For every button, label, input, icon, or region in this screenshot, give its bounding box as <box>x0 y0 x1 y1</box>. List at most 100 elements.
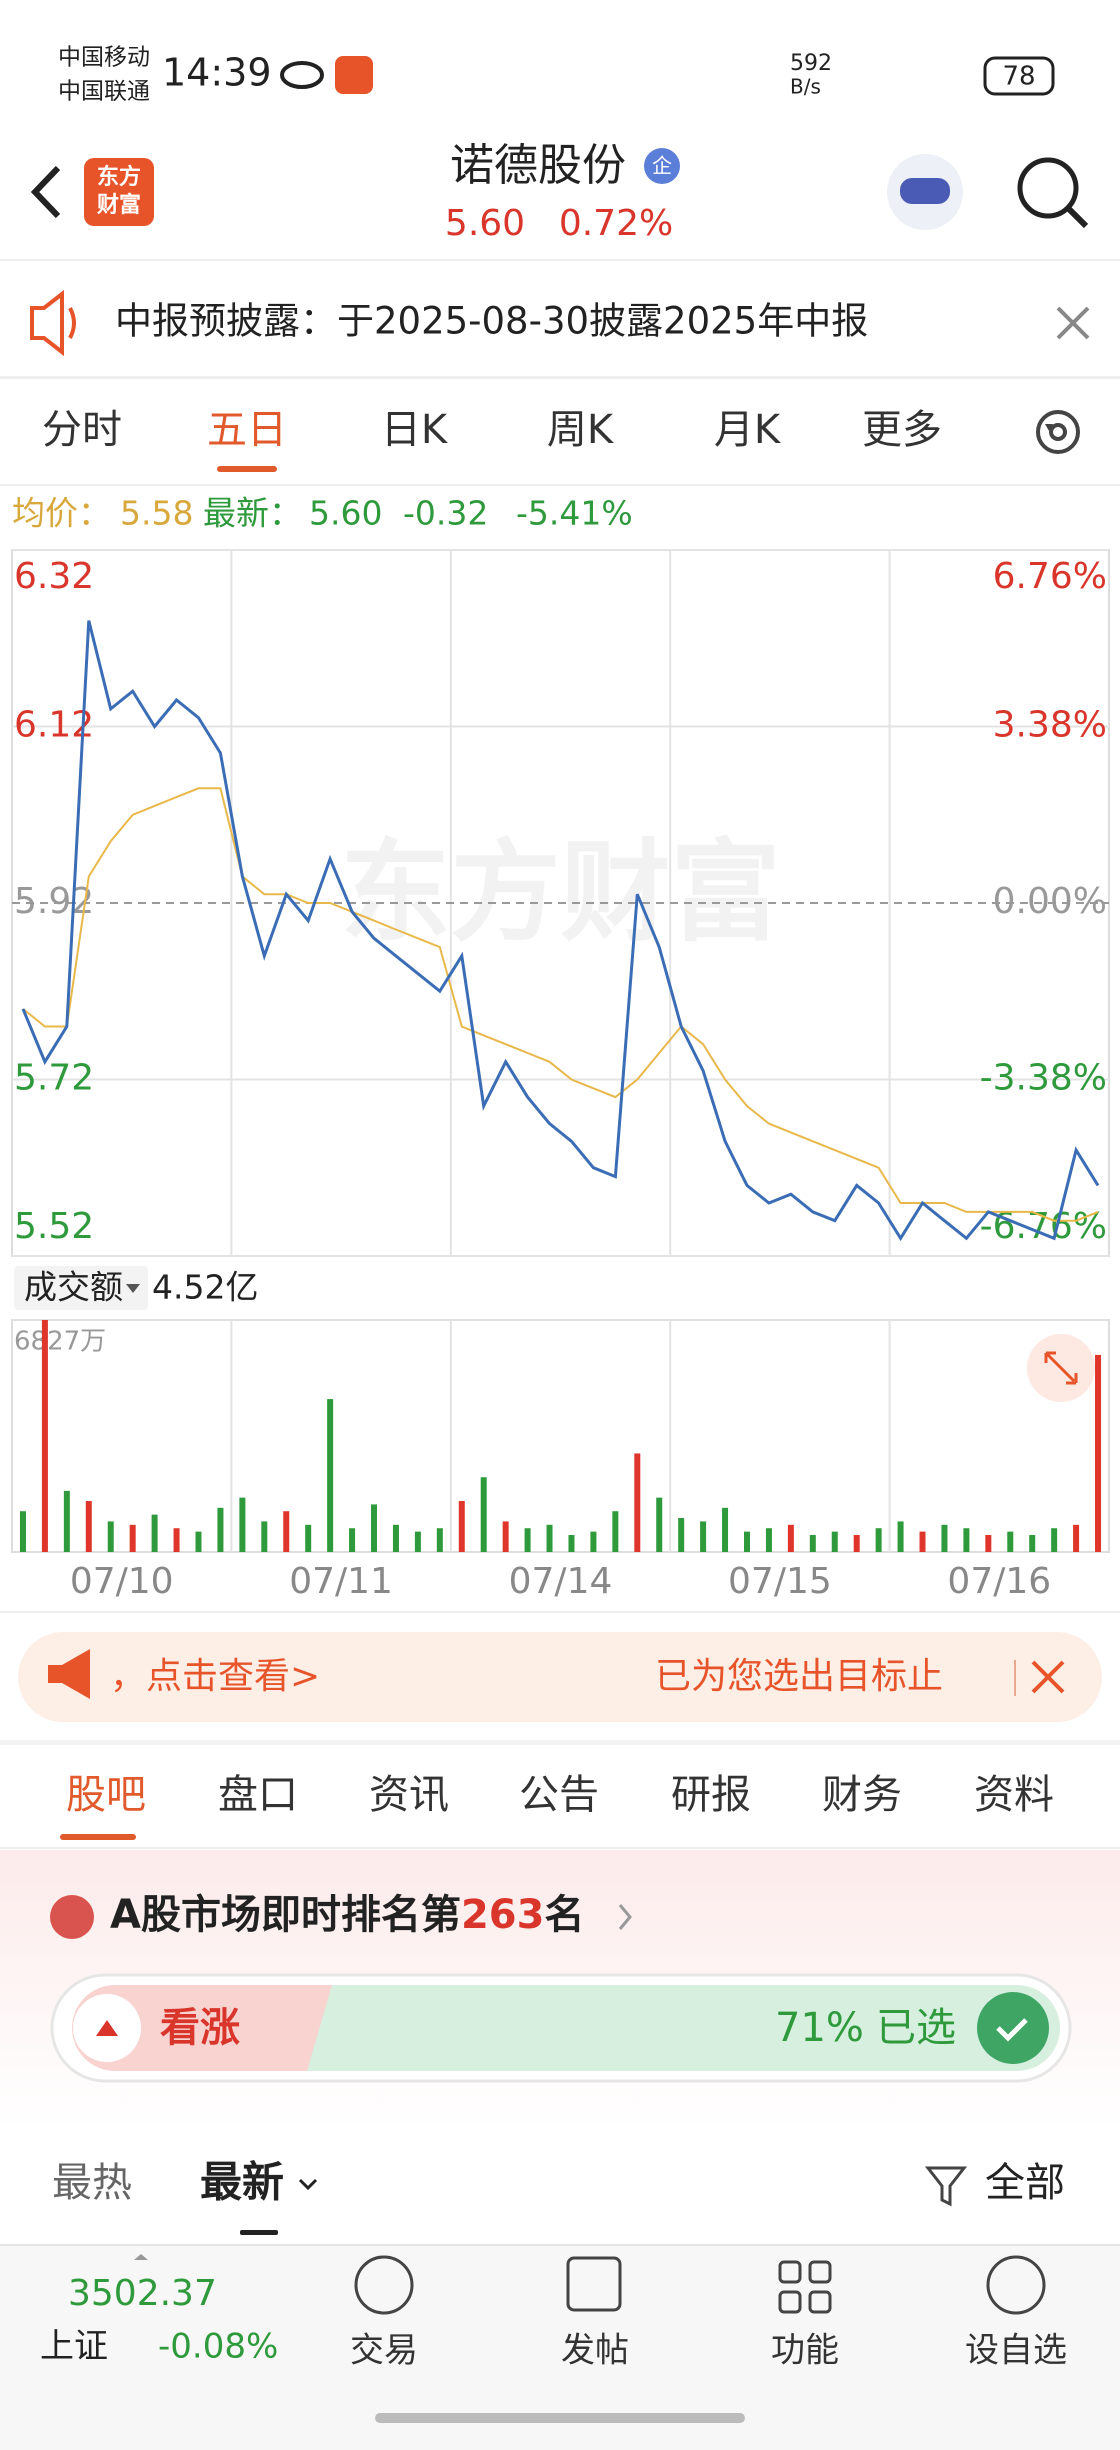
volume-bar <box>568 1535 575 1552</box>
chart-tab[interactable]: 日K <box>381 407 449 453</box>
volume-bar <box>1007 1531 1014 1552</box>
volume-bar <box>173 1528 180 1552</box>
vote-chosen: 已选 <box>876 2005 956 2051</box>
back-button[interactable] <box>30 165 61 219</box>
search-icon[interactable] <box>1017 157 1079 219</box>
volume-bar <box>129 1524 136 1552</box>
volume-bar <box>546 1524 553 1552</box>
chart-tab[interactable]: 月K <box>714 407 782 453</box>
filter-icon[interactable] <box>924 2166 968 2207</box>
watermark: 东方财富 <box>341 828 781 956</box>
speaker-icon <box>30 289 64 357</box>
volume-bar <box>612 1511 619 1552</box>
volume-bar <box>743 1531 750 1552</box>
y2-tick-label: 3.38% <box>993 705 1107 746</box>
volume-bar <box>524 1528 531 1552</box>
post-icon[interactable] <box>566 2256 622 2312</box>
volume-bar <box>809 1535 816 1552</box>
section-tab[interactable]: 盘口 <box>218 1772 298 1818</box>
divider <box>0 1740 1120 1745</box>
expand-icon <box>1044 1351 1078 1385</box>
volume-bar <box>392 1524 399 1552</box>
volume-total: 4.52亿 <box>152 1268 258 1307</box>
rank-icon <box>50 1895 94 1939</box>
watchlist-icon[interactable] <box>986 2255 1046 2315</box>
volume-bar <box>590 1531 597 1552</box>
banner[interactable] <box>18 1632 1102 1722</box>
y-tick-label: 5.52 <box>14 1206 94 1247</box>
y-tick-label: 5.72 <box>14 1058 94 1099</box>
section-tab[interactable]: 研报 <box>671 1772 751 1818</box>
net-unit: B/s <box>790 75 821 99</box>
volume-bar <box>305 1524 312 1552</box>
notice-close[interactable] <box>1056 306 1090 340</box>
nav-label[interactable]: 交易 <box>350 2331 418 2371</box>
vote-up[interactable] <box>72 1985 345 2071</box>
function-icon[interactable] <box>778 2260 832 2314</box>
chart-tab[interactable]: 五日 <box>207 407 287 453</box>
rank-arrow <box>618 1904 632 1930</box>
nav-label[interactable]: 发帖 <box>561 2331 629 2371</box>
section-tab[interactable]: 资讯 <box>369 1772 449 1818</box>
volume-bar <box>787 1524 794 1552</box>
settings-icon[interactable] <box>1036 410 1080 454</box>
tab-underline <box>60 1834 136 1840</box>
volume-bar <box>63 1490 70 1552</box>
section-tab[interactable]: 公告 <box>519 1772 599 1818</box>
sort-underline <box>240 2230 278 2235</box>
index-name: 上证 <box>40 2327 108 2367</box>
volume-bar <box>41 1320 48 1552</box>
volume-bar <box>634 1453 641 1552</box>
volume-bar <box>722 1507 729 1552</box>
volume-frame <box>11 1319 1110 1553</box>
volume-bar <box>371 1504 378 1552</box>
y2-tick-label: 0.00% <box>993 881 1107 922</box>
stock-price: 5.60 <box>445 203 525 244</box>
nav-label[interactable]: 设自选 <box>965 2331 1067 2371</box>
y-tick-label: 6.32 <box>14 556 94 597</box>
rank-suffix: 名 <box>544 1892 584 1938</box>
volume-bar <box>436 1528 443 1552</box>
stock-name: 诺德股份 <box>450 140 626 191</box>
volume-bar <box>831 1531 838 1552</box>
assistant-face <box>900 178 950 204</box>
volume-bar <box>853 1535 860 1552</box>
volume-selector[interactable] <box>14 1266 148 1310</box>
x-tick-label: 07/15 <box>728 1561 832 1602</box>
volume-bar <box>85 1501 92 1552</box>
nav-label[interactable]: 功能 <box>771 2331 839 2371</box>
logo-text: 财富 <box>97 192 141 218</box>
chart-tab[interactable]: 更多 <box>862 407 942 453</box>
logo[interactable] <box>84 158 154 226</box>
banner-close[interactable] <box>1031 1660 1065 1694</box>
notice-text[interactable]: 中报预披露：于2025-08-30披露2025年中报 <box>115 300 868 343</box>
badge-bg <box>644 148 680 184</box>
chart-tab[interactable]: 分时 <box>42 407 122 453</box>
volume-bar <box>480 1477 487 1552</box>
volume-bar <box>349 1528 356 1552</box>
section-tab[interactable]: 股吧 <box>66 1772 146 1818</box>
volume-label: 成交额 <box>24 1268 123 1307</box>
volume-bar <box>502 1521 509 1552</box>
index-value[interactable]: 3502.37 <box>68 2273 217 2314</box>
filter-all[interactable]: 全部 <box>985 2160 1065 2206</box>
trade-icon[interactable] <box>354 2255 414 2315</box>
rank-text[interactable]: A股市场即时排名第263名 <box>110 1892 584 1938</box>
volume-bar <box>283 1511 290 1552</box>
volume-bar <box>217 1507 224 1552</box>
eye-icon <box>280 61 324 89</box>
section-tab[interactable]: 资料 <box>974 1772 1054 1818</box>
sort-hot[interactable]: 最热 <box>52 2160 132 2206</box>
section-tab[interactable]: 财务 <box>822 1772 902 1818</box>
vote-up-label: 看涨 <box>160 2005 240 2051</box>
avg-price: 5.58 <box>120 494 193 533</box>
settings-core <box>1049 423 1067 441</box>
sort-new[interactable]: 最新 <box>200 2158 284 2207</box>
volume-bar <box>195 1531 202 1552</box>
carrier: 中国移动 <box>58 45 150 71</box>
volume-bar <box>327 1399 334 1552</box>
chart-tab[interactable]: 周K <box>547 407 615 453</box>
speaker-wave <box>68 307 76 339</box>
